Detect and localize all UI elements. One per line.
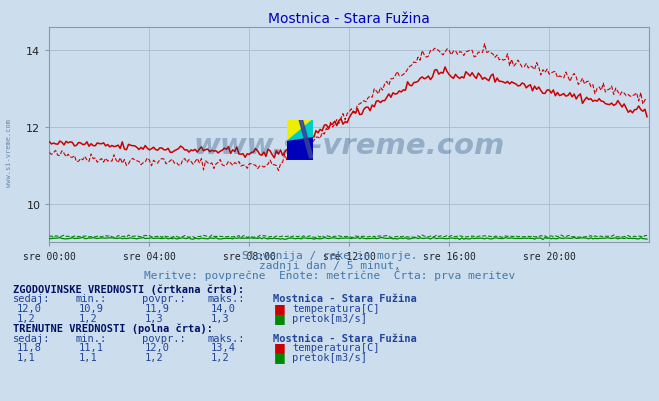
Text: min.:: min.: [76,333,107,343]
Text: ■: ■ [273,350,285,363]
Text: 14,0: 14,0 [211,303,236,313]
Text: ■: ■ [273,340,285,353]
Polygon shape [299,120,313,158]
Text: ■: ■ [273,311,285,324]
Text: 1,1: 1,1 [16,352,35,362]
Polygon shape [287,120,313,142]
Text: www.si-vreme.com: www.si-vreme.com [194,132,505,160]
Text: Mostnica - Stara Fužina: Mostnica - Stara Fužina [273,333,417,343]
Text: Meritve: povprečne  Enote: metrične  Črta: prva meritev: Meritve: povprečne Enote: metrične Črta:… [144,269,515,281]
Text: 13,4: 13,4 [211,342,236,352]
Text: 1,2: 1,2 [16,313,35,323]
Text: 12,0: 12,0 [145,342,170,352]
Text: 1,1: 1,1 [79,352,98,362]
Text: 10,9: 10,9 [79,303,104,313]
Text: zadnji dan / 5 minut.: zadnji dan / 5 minut. [258,261,401,271]
Title: Mostnica - Stara Fužina: Mostnica - Stara Fužina [268,12,430,26]
Text: ZGODOVINSKE VREDNOSTI (črtkana črta):: ZGODOVINSKE VREDNOSTI (črtkana črta): [13,284,244,294]
Text: 11,9: 11,9 [145,303,170,313]
Text: temperatura[C]: temperatura[C] [292,303,380,313]
Text: 12,0: 12,0 [16,303,42,313]
Text: sedaj:: sedaj: [13,294,51,304]
Text: 1,2: 1,2 [145,352,163,362]
Text: pretok[m3/s]: pretok[m3/s] [292,313,367,323]
Text: 11,1: 11,1 [79,342,104,352]
Text: povpr.:: povpr.: [142,333,185,343]
Text: temperatura[C]: temperatura[C] [292,342,380,352]
Text: sedaj:: sedaj: [13,333,51,343]
Text: TRENUTNE VREDNOSTI (polna črta):: TRENUTNE VREDNOSTI (polna črta): [13,323,213,333]
Text: 11,8: 11,8 [16,342,42,352]
Text: 1,3: 1,3 [211,313,229,323]
Text: 1,2: 1,2 [79,313,98,323]
Text: Slovenija / reke in morje.: Slovenija / reke in morje. [242,251,417,261]
Polygon shape [287,138,313,160]
Text: www.si-vreme.com: www.si-vreme.com [5,118,12,186]
Text: pretok[m3/s]: pretok[m3/s] [292,352,367,362]
Text: min.:: min.: [76,294,107,304]
Text: povpr.:: povpr.: [142,294,185,304]
Text: 1,2: 1,2 [211,352,229,362]
Text: ■: ■ [273,301,285,314]
Text: maks.:: maks.: [208,294,245,304]
Text: 1,3: 1,3 [145,313,163,323]
Text: maks.:: maks.: [208,333,245,343]
Text: Mostnica - Stara Fužina: Mostnica - Stara Fužina [273,294,417,304]
Polygon shape [287,120,313,142]
